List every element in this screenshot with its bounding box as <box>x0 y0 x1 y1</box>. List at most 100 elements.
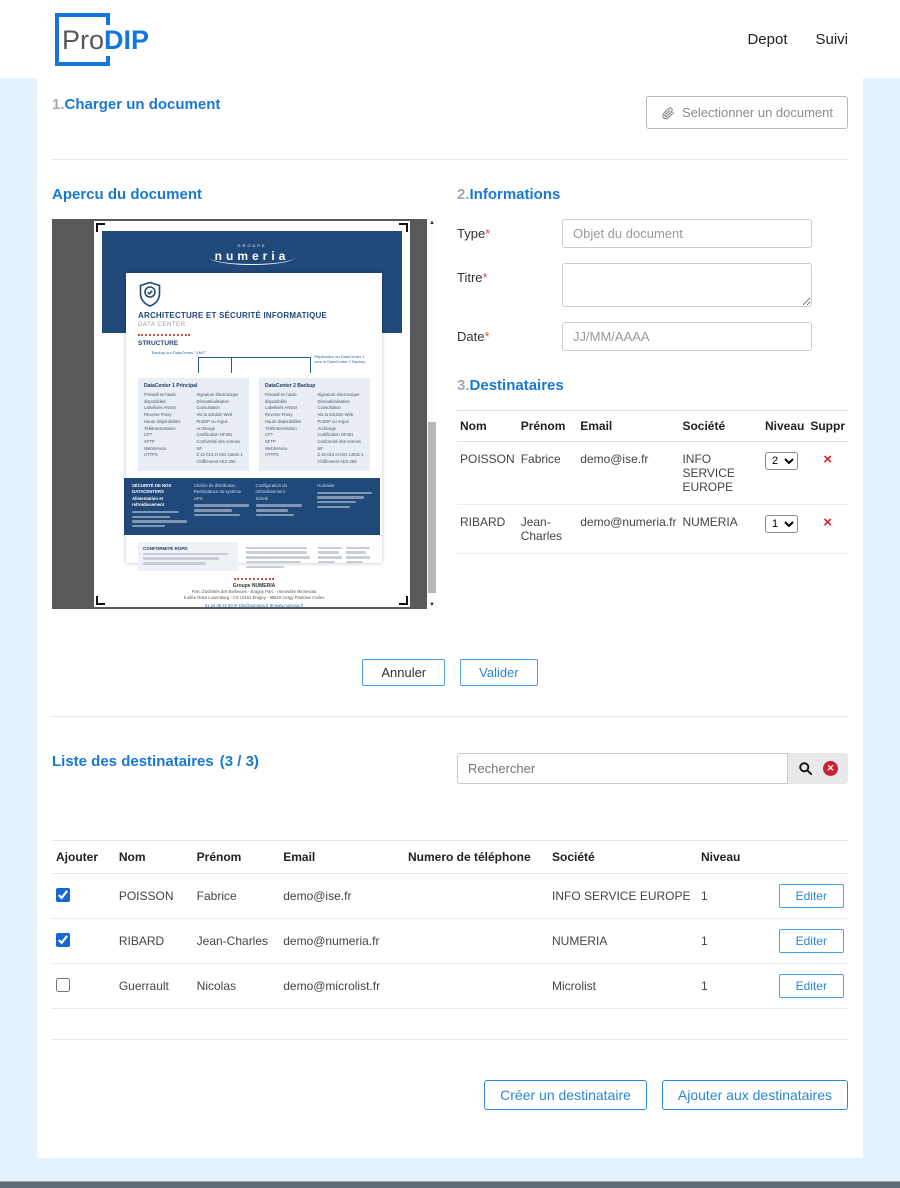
table-header-row: Ajouter Nom Prénom Email Numero de télép… <box>52 840 848 874</box>
liste-section-header: Liste des destinataires (3 / 3) ✕ <box>52 753 848 784</box>
datacenter2-col2: Signature électronique Dématérialisation… <box>317 392 364 465</box>
form-actions: Annuler Valider <box>52 659 848 686</box>
column-header-suppr: Suppr <box>807 410 848 442</box>
section1-step: 1. <box>52 96 65 113</box>
field-row-titre: Titre* <box>457 263 848 307</box>
preview-scrollbar[interactable]: ▲ ▼ <box>427 219 437 609</box>
datacenter2-col1: Firewall en haute disponibilité Labellis… <box>265 392 302 458</box>
document-preview-pane[interactable]: GROUPE numeria ARCHITECTURE ET SÉCURITÉ … <box>52 219 437 609</box>
niveau-select[interactable]: 2 <box>764 452 798 470</box>
doc-inner-card: ARCHITECTURE ET SÉCURITÉ INFORMATIQUE DA… <box>124 273 382 608</box>
type-input[interactable] <box>562 219 812 248</box>
select-document-label: Selectionner un document <box>681 105 833 120</box>
search-clear-button[interactable]: ✕ <box>823 761 838 776</box>
ajouter-destinataires-button[interactable]: Ajouter aux destinataires <box>661 1080 848 1110</box>
cell-societe: Microlist <box>548 963 697 1009</box>
cell-niveau: 1 <box>696 963 775 1009</box>
section2-title: 2.Informations <box>457 186 848 203</box>
delete-icon[interactable]: × <box>823 451 833 468</box>
cell-societe: INFO SERVICE EUROPE <box>548 873 697 919</box>
cell-nom: POISSON <box>457 441 518 505</box>
cell-prenom: Nicolas <box>192 963 280 1009</box>
main-nav: Depot Suivi <box>747 31 848 48</box>
cell-niveau: 1 <box>696 873 775 919</box>
table-row: RIBARD Jean-Charles demo@numeria.fr NUME… <box>52 918 848 964</box>
editer-button[interactable]: Editer <box>778 974 844 998</box>
ajouter-checkbox[interactable] <box>56 932 70 947</box>
search-icon <box>798 761 813 776</box>
doc-footer: Groupe NUMERIA Parc d'activités des Bell… <box>138 577 370 609</box>
logo-text-dip: DIP <box>104 25 150 55</box>
nav-suivi[interactable]: Suivi <box>815 30 848 48</box>
crop-mark <box>399 223 408 232</box>
column-header-nom: Nom <box>114 840 193 874</box>
security-heading1: SÉCURITÉ DE NOS DATACENTERS <box>132 482 172 495</box>
main-card: 1.Charger un document Selectionner un do… <box>37 78 863 1158</box>
app-logo[interactable]: ProDIP <box>55 11 155 67</box>
ajouter-checkbox[interactable] <box>56 887 70 902</box>
doc-title: ARCHITECTURE ET SÉCURITÉ INFORMATIQUE <box>138 311 328 320</box>
column-header-niveau: Niveau <box>761 410 808 442</box>
annuler-button[interactable]: Annuler <box>362 659 446 686</box>
column-header-email: Email <box>279 840 404 874</box>
type-label-text: Type <box>457 226 486 241</box>
doc-brand-group: GROUPE <box>237 243 267 248</box>
required-mark: * <box>484 329 490 344</box>
valider-button[interactable]: Valider <box>460 659 538 686</box>
doc-dotted-rule <box>234 577 274 580</box>
section3-title: 3.Destinataires <box>457 377 848 394</box>
delete-icon[interactable]: × <box>823 514 833 531</box>
creer-destinataire-button[interactable]: Créer un destinataire <box>484 1080 647 1110</box>
titre-label: Titre* <box>457 263 562 285</box>
niveau-select[interactable]: 1 <box>764 515 798 533</box>
scrollbar-thumb[interactable] <box>428 421 436 594</box>
document-page: GROUPE numeria ARCHITECTURE ET SÉCURITÉ … <box>94 221 410 608</box>
cell-telephone <box>403 963 549 1009</box>
doc-brand-numeria: numeria <box>208 249 296 265</box>
cell-prenom: Jean-Charles <box>517 504 578 554</box>
table-row: POISSON Fabrice demo@ise.fr INFO SERVICE… <box>52 873 848 919</box>
titre-label-text: Titre <box>457 270 483 285</box>
cell-email: demo@ise.fr <box>577 441 680 505</box>
search-input[interactable] <box>457 753 788 784</box>
diagram-tick <box>198 357 200 373</box>
datacenter1-box: DataCenter 1 Principal Firewall en haute… <box>138 378 249 471</box>
select-document-button[interactable]: Selectionner un document <box>645 96 848 129</box>
cell-niveau: 1 <box>696 918 775 964</box>
editer-button[interactable]: Editer <box>778 884 844 908</box>
date-input[interactable] <box>562 322 812 351</box>
preview-column: Apercu du document GROUPE numeria <box>52 186 437 609</box>
security-col3: Configuration du refroidissement Sûreté <box>255 482 288 501</box>
datacenter1-title: DataCenter 1 Principal <box>144 383 198 389</box>
date-label-text: Date <box>457 329 485 344</box>
doc-footer-company: Groupe NUMERIA <box>232 582 276 589</box>
datacenter2-title: DataCenter 2 Backup <box>265 383 316 389</box>
doc-rgpd-section: CONFORMITÉ RGPD <box>138 541 370 571</box>
cell-email: demo@ise.fr <box>279 873 404 919</box>
diagram-label-left: Backup sur DataCenter "VMC" <box>151 350 207 355</box>
diagram-label-right: Réplication du DataCenter 1 vers le Data… <box>314 354 366 365</box>
form-column: 2.Informations Type* Titre* Date* 3.Dest… <box>457 186 848 609</box>
cell-societe: NUMERIA <box>548 918 697 964</box>
table-row: RIBARD Jean-Charles demo@numeria.fr NUME… <box>457 504 848 554</box>
type-label: Type* <box>457 219 562 241</box>
cell-prenom: Fabrice <box>517 441 578 505</box>
ajouter-checkbox[interactable] <box>56 977 70 992</box>
scroll-down-icon[interactable]: ▼ <box>429 602 435 608</box>
column-header-societe: Société <box>679 410 762 442</box>
scroll-up-icon[interactable]: ▲ <box>429 220 435 226</box>
editer-button[interactable]: Editer <box>778 929 844 953</box>
datacenter2-box: DataCenter 2 Backup Firewall en haute di… <box>259 378 370 471</box>
table-row: Guerrault Nicolas demo@microlist.fr Micr… <box>52 963 848 1009</box>
search-button[interactable] <box>798 761 813 776</box>
titre-textarea[interactable] <box>562 263 812 307</box>
liste-title-text: Liste des destinataires <box>52 753 214 770</box>
destinataires-table: Nom Prénom Email Société Niveau Suppr PO… <box>457 410 848 554</box>
table-row: POISSON Fabrice demo@ise.fr INFO SERVICE… <box>457 441 848 505</box>
nav-depot[interactable]: Depot <box>747 30 788 48</box>
cell-nom: RIBARD <box>114 918 193 964</box>
search-actions: ✕ <box>788 753 848 784</box>
rgpd-heading: CONFORMITÉ RGPD <box>143 545 188 551</box>
date-label: Date* <box>457 322 562 344</box>
cell-societe: NUMERIA <box>679 504 762 554</box>
